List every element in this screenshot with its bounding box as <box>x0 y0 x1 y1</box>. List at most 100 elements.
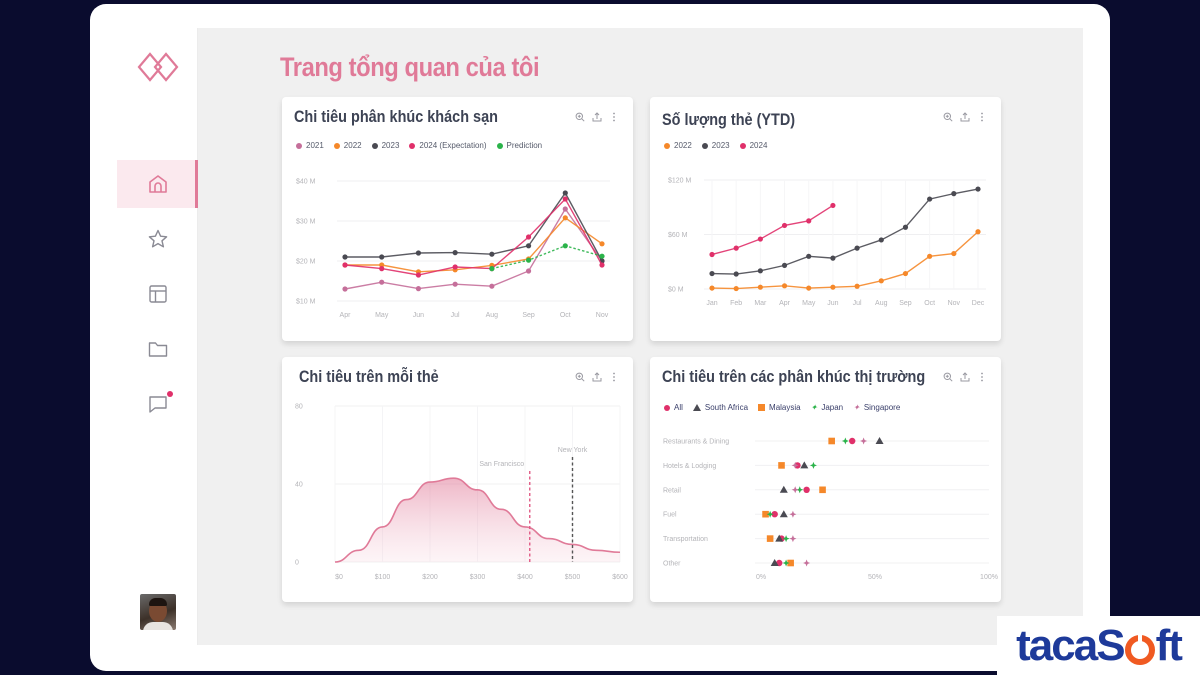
more-button[interactable] <box>609 371 619 383</box>
svg-text:Dec: Dec <box>972 300 985 307</box>
svg-text:Hotels & Lodging: Hotels & Lodging <box>663 463 716 470</box>
svg-text:$300: $300 <box>470 574 486 581</box>
chart-legend: 2022 2023 2024 <box>664 141 767 150</box>
more-button[interactable] <box>977 111 987 123</box>
svg-text:Apr: Apr <box>340 312 352 319</box>
export-button[interactable] <box>960 111 970 123</box>
market-segments-dot-plot: Restaurants & Dining Hotels & Lodging Reta… <box>663 437 998 581</box>
svg-text:Nov: Nov <box>948 300 961 307</box>
svg-text:$60 M: $60 M <box>668 232 688 239</box>
power-o-icon <box>1124 634 1155 665</box>
layout-icon <box>148 285 167 303</box>
export-icon <box>960 112 970 122</box>
card-title: Chi tiêu trên các phân khúc thị trường <box>662 367 926 386</box>
legend-item-malaysia[interactable]: Malaysia <box>758 403 801 412</box>
card-title: Số lượng thẻ (YTD) <box>662 110 796 129</box>
legend-item-south-africa[interactable]: South Africa <box>692 403 748 412</box>
svg-text:Sep: Sep <box>899 300 912 307</box>
svg-text:Aug: Aug <box>486 312 499 319</box>
svg-text:$30 M: $30 M <box>296 219 316 226</box>
user-avatar[interactable] <box>140 594 176 630</box>
zoom-icon <box>575 112 585 122</box>
legend-item-2022[interactable]: 2022 <box>664 141 692 150</box>
svg-text:May: May <box>375 312 389 319</box>
svg-text:Jul: Jul <box>853 300 862 307</box>
zoom-button[interactable] <box>575 371 585 383</box>
svg-text:Mar: Mar <box>754 300 767 307</box>
svg-text:40: 40 <box>295 482 303 489</box>
card-toolbar <box>575 371 619 383</box>
export-button[interactable] <box>592 111 602 123</box>
card-toolbar <box>575 111 619 123</box>
zoom-button[interactable] <box>575 111 585 123</box>
svg-text:Aug: Aug <box>875 300 888 307</box>
zoom-button[interactable] <box>943 111 953 123</box>
card-count-line-chart: $0 M $60 M $120 M Jan Feb Mar Apr May Jun Jul Aug S… <box>668 178 986 307</box>
export-icon <box>592 112 602 122</box>
legend-item-2023[interactable]: 2023 <box>371 141 399 150</box>
home-icon <box>148 175 167 193</box>
svg-text:$120 M: $120 M <box>668 178 692 185</box>
legend-item-2022[interactable]: 2022 <box>333 141 362 150</box>
notification-dot <box>167 391 173 397</box>
sidebar <box>117 28 198 645</box>
legend-item-2021[interactable]: 2021 <box>296 141 324 150</box>
card-title: Chi tiêu trên mỗi thẻ <box>299 367 439 386</box>
sidebar-item-messages[interactable] <box>117 380 198 428</box>
more-icon <box>613 372 615 382</box>
export-button[interactable] <box>960 371 970 383</box>
logo-icon[interactable] <box>137 50 179 84</box>
svg-text:Jun: Jun <box>413 312 424 319</box>
page-title: Trang tổng quan của tôi <box>280 52 540 82</box>
svg-text:New York: New York <box>558 447 588 454</box>
legend-item-all[interactable]: All <box>664 403 683 412</box>
svg-text:Sep: Sep <box>522 312 535 319</box>
svg-text:50%: 50% <box>868 574 882 581</box>
svg-text:Other: Other <box>663 561 681 568</box>
hotel-line-chart: $10 M $20 M $30 M $40 M Apr May Jun Jul Aug Sep Oc… <box>296 179 610 319</box>
export-button[interactable] <box>592 371 602 383</box>
chart-legend: 2021 2022 2023 2024 (Expectation) Predic… <box>296 141 542 150</box>
more-icon <box>613 112 615 122</box>
hotel-spending-card: Chi tiêu phân khúc khách sạn 2021 2022 2… <box>282 97 633 341</box>
card-toolbar <box>943 371 987 383</box>
svg-text:0: 0 <box>295 560 299 567</box>
sidebar-item-layout[interactable] <box>117 270 198 318</box>
svg-text:Nov: Nov <box>596 312 609 319</box>
svg-text:Feb: Feb <box>730 300 742 307</box>
export-icon <box>592 372 602 382</box>
zoom-icon <box>575 372 585 382</box>
sidebar-item-home[interactable] <box>117 160 198 208</box>
spend-per-card-card: Chi tiêu trên mỗi thẻ 0 40 80 $0 $100 $200 $30… <box>282 357 633 602</box>
export-icon <box>960 372 970 382</box>
svg-text:$0 M: $0 M <box>668 287 684 294</box>
svg-text:$40 M: $40 M <box>296 179 316 186</box>
legend-item-2024[interactable]: 2024 <box>739 141 767 150</box>
sidebar-item-favorites[interactable] <box>117 215 198 263</box>
more-button[interactable] <box>609 111 619 123</box>
legend-item-2023[interactable]: 2023 <box>701 141 730 150</box>
svg-text:100%: 100% <box>980 574 998 581</box>
svg-text:0%: 0% <box>756 574 766 581</box>
sidebar-item-folder[interactable] <box>117 325 198 373</box>
card-toolbar <box>943 111 987 123</box>
svg-text:Restaurants & Dining: Restaurants & Dining <box>663 439 729 446</box>
svg-text:Fuel: Fuel <box>663 512 677 519</box>
card-title: Chi tiêu phân khúc khách sạn <box>294 107 498 126</box>
legend-item-prediction[interactable]: Prediction <box>496 141 542 150</box>
folder-icon <box>148 342 167 357</box>
zoom-button[interactable] <box>943 371 953 383</box>
svg-text:Retail: Retail <box>663 487 681 494</box>
more-button[interactable] <box>977 371 987 383</box>
svg-text:Jun: Jun <box>827 300 838 307</box>
zoom-icon <box>943 372 953 382</box>
svg-text:Apr: Apr <box>779 300 791 307</box>
zoom-icon <box>943 112 953 122</box>
legend-item-2024[interactable]: 2024 (Expectation) <box>409 141 487 150</box>
legend-item-singapore[interactable]: ✦ Singapore <box>853 402 901 412</box>
legend-item-japan[interactable]: ✦ Japan <box>810 402 844 412</box>
svg-text:Oct: Oct <box>560 312 571 319</box>
svg-text:80: 80 <box>295 404 303 411</box>
chat-icon <box>148 396 167 413</box>
svg-text:$200: $200 <box>422 574 438 581</box>
